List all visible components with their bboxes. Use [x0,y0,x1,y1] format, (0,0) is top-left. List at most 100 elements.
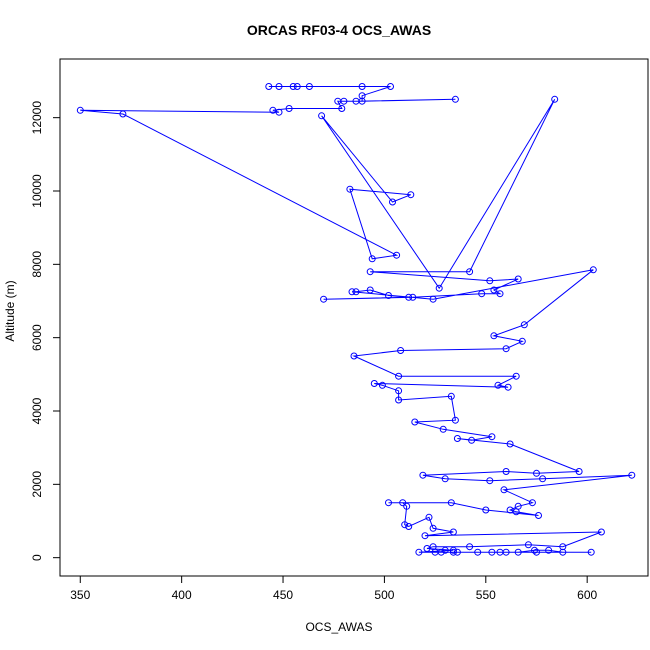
data-point [435,284,443,292]
data-point [514,548,522,556]
data-point [502,345,510,353]
data-point [518,337,526,345]
data-point [403,502,411,510]
data-point [488,433,496,441]
data-point [395,387,403,395]
data-point [528,499,536,507]
data-point [399,499,407,507]
data-point [275,108,283,116]
data-point [447,392,455,400]
x-tick-label: 400 [172,588,192,602]
data-point [474,548,482,556]
data-point [500,486,508,494]
data-point [628,471,636,479]
x-tick-label: 500 [374,588,394,602]
data-point [533,548,540,556]
data-point [346,185,354,193]
data-point [415,548,423,556]
data-point [401,521,409,529]
data-point [478,290,486,298]
data-point [76,106,84,114]
data-point [514,275,522,283]
data-point [468,436,476,444]
data-point [451,416,459,424]
x-tick-label: 350 [70,588,90,602]
y-tick-label: 2000 [30,471,44,498]
data-point [524,541,532,549]
data-point [405,523,413,530]
data-point [368,255,376,263]
y-tick-label: 10000 [30,174,44,208]
data-point [285,105,293,112]
y-tick-label: 12000 [30,101,44,135]
data-point [441,546,449,554]
data-point [429,295,437,303]
series-line [80,86,632,553]
x-tick-label: 450 [273,588,293,602]
data-point [494,381,502,389]
data-point [407,191,415,199]
data-point [320,295,328,303]
data-point [269,106,277,114]
data-point [466,543,474,551]
data-point [437,548,445,556]
data-point [486,277,494,285]
data-point [378,381,386,389]
y-tick-label: 8000 [30,251,44,278]
data-point [119,110,127,118]
data-point [533,469,540,477]
x-tick-label: 550 [476,588,496,602]
data-point [389,198,396,206]
data-point [545,546,553,554]
data-point [575,468,583,475]
data-point [587,548,595,556]
data-point [419,471,427,479]
data-point [366,286,374,294]
data-point [370,380,378,387]
data-point [421,532,429,540]
data-point [512,372,520,380]
data-point [504,383,512,391]
data-point [453,548,461,556]
data-point [305,83,313,90]
data-point [425,513,433,521]
data-point [447,499,455,507]
data-point [597,528,605,536]
data-point [265,83,273,90]
y-tick-label: 0 [30,554,44,561]
data-point [453,435,461,442]
y-axis: 0 2000 4000 6000 8000 10000 12000 [30,101,61,561]
x-axis: 350 400 450 500 550 600 [70,575,598,602]
data-point [531,546,538,554]
data-point [466,268,474,276]
data-point [502,468,510,475]
data-point [393,251,401,259]
data-point [289,83,297,90]
y-tick-label: 6000 [30,324,44,351]
data-point [358,83,366,90]
data-point [482,506,490,514]
data-point [350,352,358,360]
data-point [423,545,431,552]
data-point [449,548,457,556]
y-tick-label: 4000 [30,397,44,424]
data-point [352,97,360,105]
chart-title: ORCAS RF03-4 OCS_AWAS [247,22,431,38]
data-point [449,528,457,536]
data-point [334,97,342,105]
data-point [490,286,498,294]
x-axis-label: OCS_AWAS [305,620,372,634]
data-point [429,524,437,532]
data-point [293,83,301,90]
data-point [512,508,520,516]
data-point [496,290,504,298]
data-point [411,418,419,426]
data-point [506,440,514,448]
data-point [348,288,356,296]
data-point [409,293,417,301]
data-point [385,292,392,299]
series-layer [76,83,636,556]
plot-frame [59,58,649,577]
data-point [338,105,346,112]
